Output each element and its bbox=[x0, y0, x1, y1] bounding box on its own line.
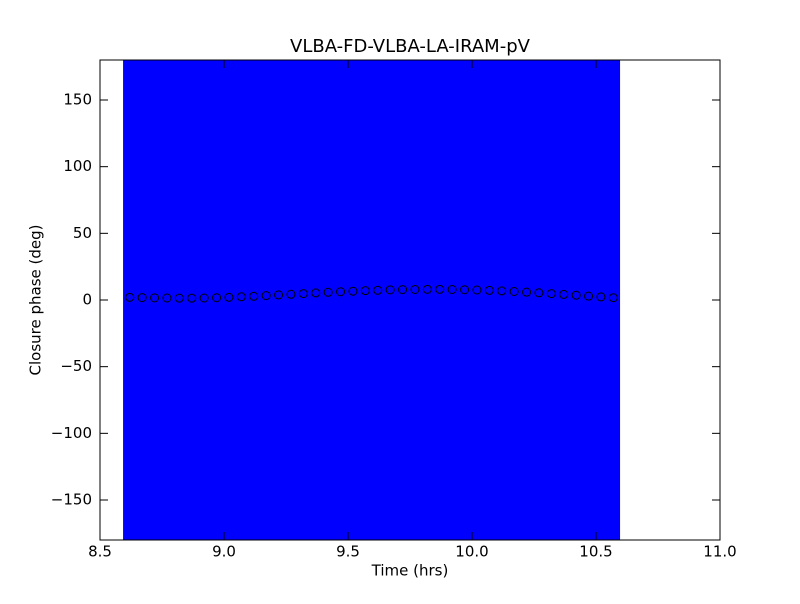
x-tick-label: 10.5 bbox=[579, 543, 612, 561]
data-point bbox=[410, 284, 420, 294]
data-point bbox=[224, 292, 234, 302]
y-tick-label: −100 bbox=[51, 424, 92, 442]
y-tick-label: 50 bbox=[73, 224, 92, 242]
data-point bbox=[187, 293, 197, 303]
data-point bbox=[336, 287, 346, 297]
data-point bbox=[311, 288, 321, 298]
data-point bbox=[534, 288, 544, 298]
data-point bbox=[497, 286, 507, 296]
data-point bbox=[286, 289, 296, 299]
y-tick-label: −50 bbox=[60, 357, 92, 375]
chart-title: VLBA-FD-VLBA-LA-IRAM-pV bbox=[290, 36, 531, 57]
data-point bbox=[460, 285, 470, 295]
data-point bbox=[150, 293, 160, 303]
data-point bbox=[522, 287, 532, 297]
y-tick-label: 0 bbox=[82, 291, 92, 309]
data-point bbox=[199, 293, 209, 303]
data-point bbox=[472, 285, 482, 295]
data-point bbox=[274, 290, 284, 300]
data-point bbox=[373, 285, 383, 295]
data-point bbox=[385, 285, 395, 295]
data-point bbox=[323, 287, 333, 297]
data-point bbox=[447, 284, 457, 294]
x-axis-label: Time (hrs) bbox=[371, 562, 449, 580]
data-point bbox=[559, 289, 569, 299]
x-tick-label: 11.0 bbox=[703, 543, 736, 561]
data-point bbox=[298, 289, 308, 299]
data-point bbox=[571, 290, 581, 300]
data-point bbox=[596, 292, 606, 302]
y-axis-label: Closure phase (deg) bbox=[27, 225, 45, 376]
data-point bbox=[484, 285, 494, 295]
data-point bbox=[174, 293, 184, 303]
data-point bbox=[398, 285, 408, 295]
data-point bbox=[249, 291, 259, 301]
y-tick-label: −150 bbox=[51, 491, 92, 509]
data-point bbox=[212, 293, 222, 303]
data-point bbox=[435, 284, 445, 294]
data-point bbox=[236, 292, 246, 302]
data-point bbox=[137, 293, 147, 303]
data-point bbox=[348, 286, 358, 296]
x-tick-label: 9.0 bbox=[212, 543, 236, 561]
data-point bbox=[360, 286, 370, 296]
data-point bbox=[162, 293, 172, 303]
y-tick-label: 150 bbox=[63, 91, 92, 109]
data-point bbox=[125, 292, 135, 302]
y-tick-label: 100 bbox=[63, 157, 92, 175]
data-point bbox=[509, 286, 519, 296]
data-point bbox=[608, 293, 618, 303]
x-tick-label: 10.0 bbox=[455, 543, 488, 561]
data-point bbox=[584, 291, 594, 301]
x-tick-label: 9.5 bbox=[336, 543, 360, 561]
data-point bbox=[261, 291, 271, 301]
x-tick-label: 8.5 bbox=[88, 543, 112, 561]
data-point bbox=[422, 284, 432, 294]
data-point bbox=[546, 289, 556, 299]
